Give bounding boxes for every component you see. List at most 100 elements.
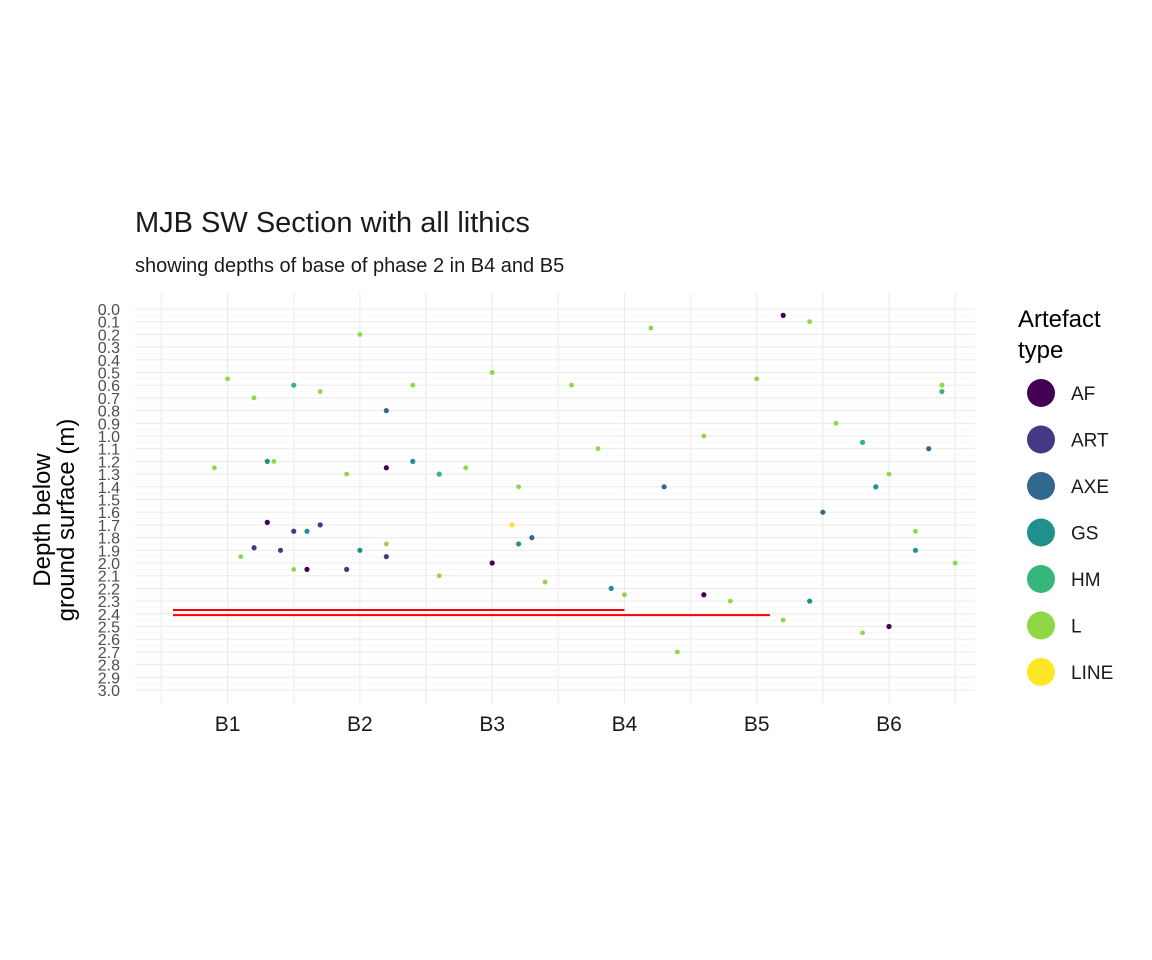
data-point bbox=[238, 554, 244, 560]
legend-title-line-2: type bbox=[1018, 337, 1063, 364]
legend: Artefact type AF ART AXE GS HM L LINE bbox=[1018, 306, 1113, 686]
data-point bbox=[780, 312, 786, 318]
legend-title-line-1: Artefact bbox=[1018, 306, 1101, 333]
y-axis-title-line-1: Depth below bbox=[29, 453, 56, 587]
data-point bbox=[291, 528, 297, 534]
data-point bbox=[926, 446, 932, 452]
y-tick-label: 3.0 bbox=[98, 683, 120, 700]
data-point bbox=[807, 598, 813, 604]
reference-lines bbox=[173, 608, 770, 617]
y-axis-title-line-2: ground surface (m) bbox=[53, 419, 80, 622]
data-point bbox=[383, 465, 389, 471]
data-point bbox=[661, 484, 667, 490]
x-tick-label: B4 bbox=[612, 713, 638, 736]
data-point bbox=[317, 389, 323, 394]
data-point bbox=[833, 420, 839, 426]
data-point bbox=[225, 376, 230, 382]
data-point bbox=[939, 388, 945, 395]
y-tick-label: 0.5 bbox=[98, 366, 120, 383]
data-point bbox=[674, 649, 680, 655]
legend-key bbox=[1027, 611, 1055, 640]
legend-label: ART bbox=[1071, 431, 1109, 452]
data-point bbox=[873, 484, 879, 490]
y-tick-label: 0.7 bbox=[98, 391, 120, 408]
x-tick-label: B6 bbox=[876, 713, 902, 736]
data-point bbox=[264, 519, 270, 525]
legend-label: GS bbox=[1071, 524, 1098, 545]
legend-key bbox=[1027, 518, 1055, 547]
data-point bbox=[952, 560, 958, 566]
data-point bbox=[410, 458, 416, 464]
data-point bbox=[754, 376, 760, 382]
data-point bbox=[251, 545, 257, 551]
y-tick-label: 0.2 bbox=[98, 327, 120, 344]
legend-key bbox=[1027, 379, 1055, 407]
y-tick-label: 2.4 bbox=[98, 607, 120, 624]
y-tick-label: 1.2 bbox=[98, 454, 120, 471]
y-tick-label: 2.7 bbox=[98, 645, 120, 662]
legend-key bbox=[1027, 425, 1055, 454]
x-tick-label: B3 bbox=[479, 713, 505, 736]
y-tick-label: 1.1 bbox=[98, 442, 120, 459]
data-point bbox=[383, 408, 389, 414]
y-tick-label: 1.4 bbox=[98, 480, 120, 497]
legend-key bbox=[1027, 472, 1055, 500]
y-tick-label: 0.1 bbox=[98, 315, 120, 332]
y-tick-label: 2.9 bbox=[98, 670, 120, 687]
data-point bbox=[912, 547, 919, 553]
y-tick-label: 2.6 bbox=[98, 632, 120, 649]
y-tick-label: 0.0 bbox=[98, 302, 120, 319]
y-tick-label: 1.0 bbox=[98, 429, 120, 446]
data-point bbox=[886, 623, 892, 630]
chart-subtitle: showing depths of base of phase 2 in B4 … bbox=[135, 255, 564, 277]
data-point bbox=[701, 433, 707, 439]
data-point bbox=[383, 541, 389, 547]
data-point bbox=[410, 382, 416, 388]
legend-items: AF ART AXE GS HM L LINE bbox=[1027, 379, 1113, 686]
data-point bbox=[860, 630, 865, 636]
y-tick-label: 2.2 bbox=[98, 581, 120, 598]
y-tick-label: 0.3 bbox=[98, 340, 120, 357]
y-tick-label: 2.0 bbox=[98, 556, 120, 573]
data-point bbox=[357, 332, 363, 337]
x-tick-label: B2 bbox=[347, 713, 373, 736]
legend-label: AF bbox=[1071, 384, 1095, 405]
data-point bbox=[344, 566, 350, 572]
y-tick-label: 1.3 bbox=[98, 467, 120, 484]
data-point bbox=[489, 370, 495, 375]
y-tick-label: 1.6 bbox=[98, 505, 120, 522]
data-point bbox=[886, 471, 892, 477]
y-tick-label: 1.5 bbox=[98, 493, 120, 510]
x-tick-label: B5 bbox=[744, 713, 770, 736]
data-point bbox=[251, 395, 257, 401]
data-point bbox=[463, 465, 469, 471]
data-point bbox=[291, 566, 297, 572]
data-point bbox=[542, 579, 548, 585]
data-point bbox=[807, 319, 813, 325]
data-point bbox=[859, 439, 866, 445]
data-point bbox=[291, 382, 297, 388]
data-point bbox=[509, 522, 515, 528]
data-point bbox=[344, 471, 350, 477]
data-point bbox=[516, 484, 522, 490]
data-point bbox=[595, 446, 601, 452]
y-tick-label: 2.3 bbox=[98, 594, 120, 611]
data-point bbox=[648, 325, 654, 331]
data-point bbox=[489, 560, 495, 566]
data-point bbox=[569, 382, 574, 388]
y-tick-label: 1.8 bbox=[98, 531, 120, 548]
y-tick-label: 0.6 bbox=[98, 378, 120, 395]
data-point bbox=[317, 522, 323, 528]
data-point bbox=[701, 592, 707, 598]
y-axis-ticks: 0.00.10.20.30.40.50.60.70.80.91.01.11.21… bbox=[98, 302, 120, 700]
data-point bbox=[622, 592, 627, 598]
y-tick-label: 0.4 bbox=[98, 353, 120, 370]
data-points bbox=[211, 312, 958, 655]
data-point bbox=[304, 566, 310, 572]
y-tick-label: 1.7 bbox=[98, 518, 120, 535]
data-point bbox=[608, 585, 614, 592]
legend-key bbox=[1027, 658, 1055, 686]
data-point bbox=[913, 528, 918, 534]
y-tick-label: 2.5 bbox=[98, 620, 120, 637]
x-axis-ticks: B1 B2 B3 B4 B5 B6 bbox=[215, 713, 902, 736]
